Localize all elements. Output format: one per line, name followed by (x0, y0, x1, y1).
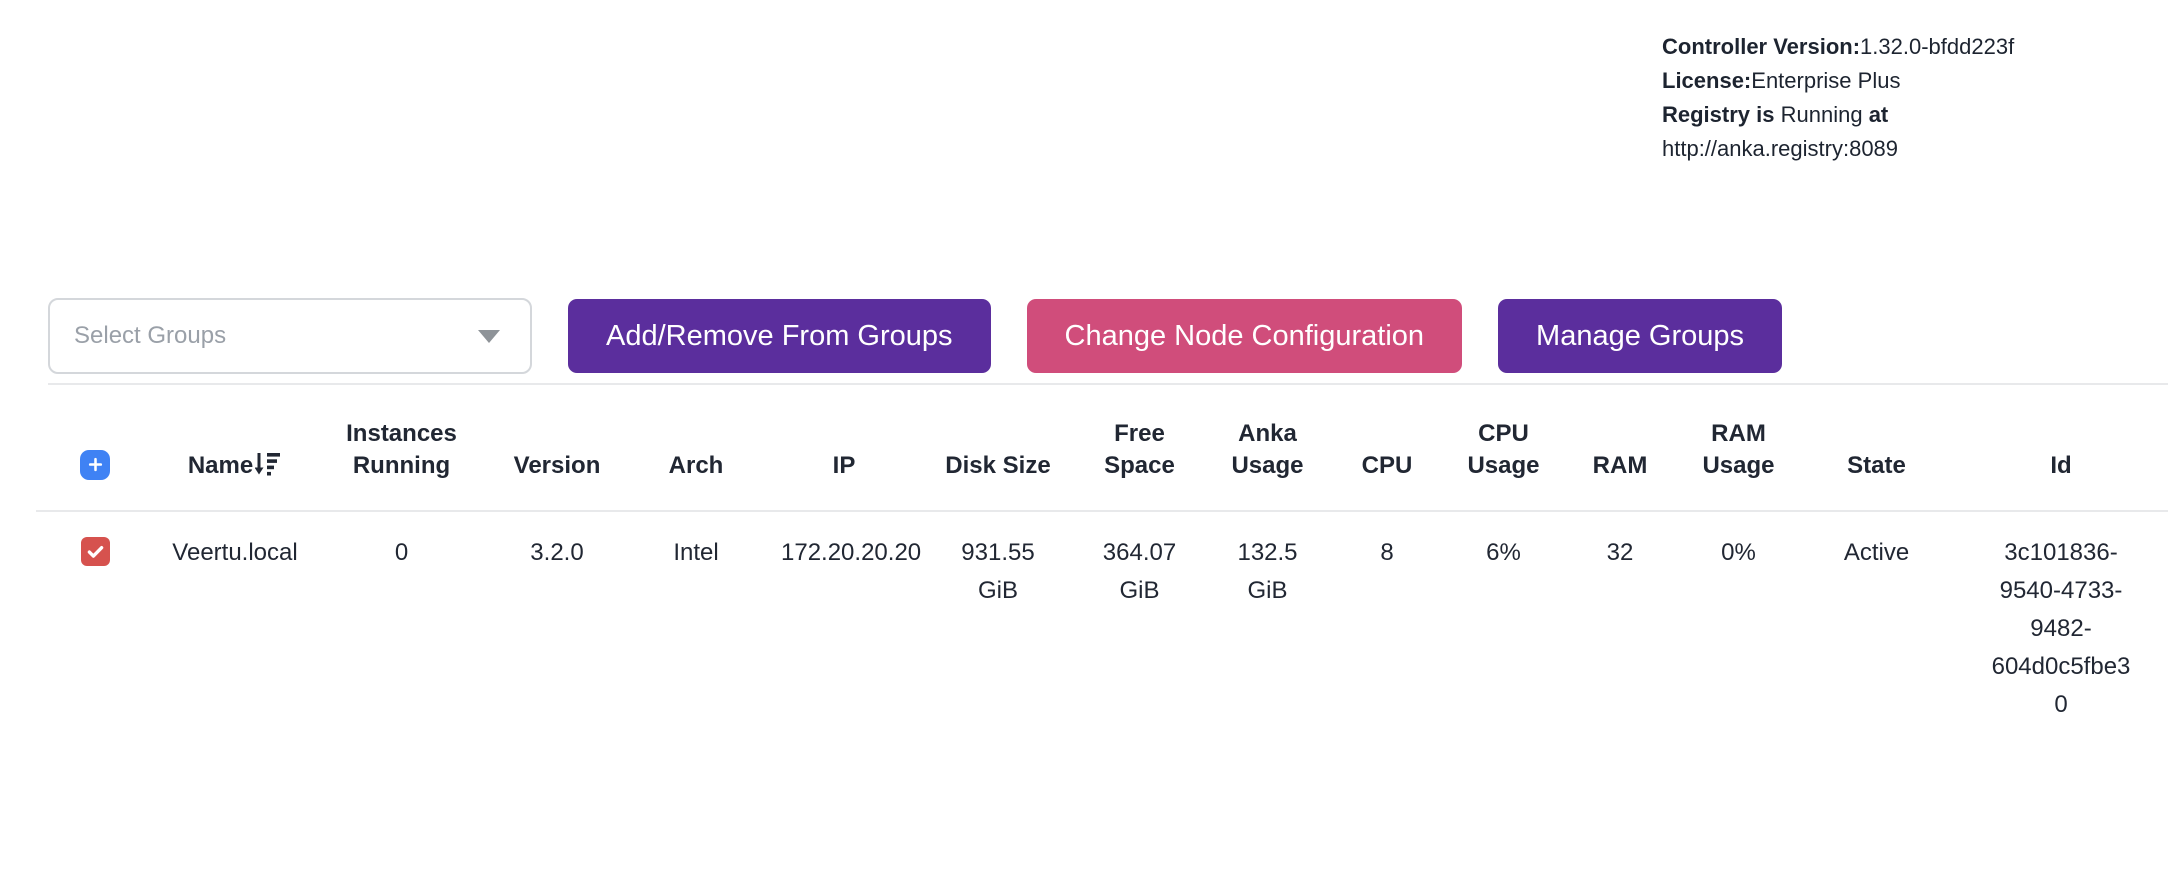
checkmark-icon (87, 545, 103, 558)
col-header-id[interactable]: Id (1954, 395, 2168, 512)
change-node-configuration-button[interactable]: Change Node Configuration (1026, 299, 1463, 373)
license-line: License:Enterprise Plus (1662, 64, 2014, 98)
col-header-instances-running[interactable]: Instances Running (316, 395, 487, 512)
table-header-row: Name Instances Running Version Arch IP D… (36, 395, 2168, 512)
sort-descending-icon (254, 453, 281, 476)
registry-url: http://anka.registry:8089 (1662, 132, 2014, 166)
add-remove-from-groups-button[interactable]: Add/Remove From Groups (568, 299, 991, 373)
cell-cpu-usage: 6% (1486, 539, 1521, 566)
col-header-name-label: Name (187, 452, 254, 479)
plus-icon (88, 457, 102, 472)
controller-info: Controller Version:1.32.0-bfdd223f Licen… (1662, 30, 2014, 166)
add-node-button[interactable] (80, 449, 110, 480)
table-row: Veertu.local 0 3.2.0 Intel 172.20.20.20 … (36, 511, 2168, 724)
chevron-down-icon (478, 329, 500, 343)
col-header-cpu-usage[interactable]: CPU Usage (1445, 395, 1562, 512)
controller-version-label: Controller Version: (1662, 34, 1861, 59)
license-label: License: (1662, 68, 1752, 93)
col-header-free-space[interactable]: Free Space (1073, 395, 1206, 512)
toolbar-divider (48, 383, 2168, 385)
toolbar: Select Groups Add/Remove From Groups Cha… (48, 298, 1783, 374)
license-value: Enterprise Plus (1751, 68, 1901, 93)
cell-ip: 172.20.20.20 (781, 539, 922, 566)
manage-groups-button[interactable]: Manage Groups (1498, 299, 1783, 373)
registry-status: Running (1774, 102, 1869, 127)
col-header-state[interactable]: State (1799, 395, 1954, 512)
cell-free-space: 364.07 GiB (1102, 539, 1177, 604)
col-header-anka-usage[interactable]: Anka Usage (1206, 395, 1329, 512)
cell-version: 3.2.0 (530, 539, 584, 566)
nodes-table: Name Instances Running Version Arch IP D… (36, 395, 2168, 724)
col-header-select (36, 395, 154, 512)
registry-label: Registry is (1662, 102, 1775, 127)
cell-state: Active (1843, 539, 1910, 566)
controller-version-line: Controller Version:1.32.0-bfdd223f (1662, 30, 2014, 64)
cell-cpu: 8 (1380, 539, 1394, 566)
col-header-arch[interactable]: Arch (627, 395, 765, 512)
cell-name: Veertu.local (172, 539, 298, 566)
cell-arch: Intel (673, 539, 719, 566)
cell-ram-usage: 0% (1721, 539, 1756, 566)
col-header-version[interactable]: Version (487, 395, 627, 512)
col-header-ip[interactable]: IP (765, 395, 923, 512)
registry-url-text: http://anka.registry:8089 (1662, 136, 1899, 161)
cell-ram: 32 (1606, 539, 1634, 566)
cell-instances-running: 0 (394, 539, 409, 566)
row-checkbox-checked[interactable] (80, 537, 110, 566)
registry-at-label: at (1868, 102, 1889, 127)
col-header-disk-size[interactable]: Disk Size (923, 395, 1073, 512)
col-header-name[interactable]: Name (154, 395, 316, 512)
cell-disk-size: 931.55 GiB (961, 539, 1035, 604)
select-groups-dropdown[interactable]: Select Groups (48, 298, 532, 374)
controller-version-value: 1.32.0-bfdd223f (1860, 34, 2015, 59)
col-header-cpu[interactable]: CPU (1329, 395, 1445, 512)
node-id-text: 3c101836-9540-4733-9482-604d0c5fbe30 (1991, 539, 2131, 718)
select-groups-placeholder: Select Groups (74, 322, 227, 349)
cell-select (36, 511, 154, 724)
cell-anka-usage: 132.5 GiB (1237, 539, 1298, 604)
col-header-ram[interactable]: RAM (1562, 395, 1678, 512)
registry-status-line: Registry is Running at (1662, 98, 2014, 132)
col-header-ram-usage[interactable]: RAM Usage (1678, 395, 1799, 512)
cell-id: 3c101836-9540-4733-9482-604d0c5fbe30 (1954, 511, 2168, 724)
